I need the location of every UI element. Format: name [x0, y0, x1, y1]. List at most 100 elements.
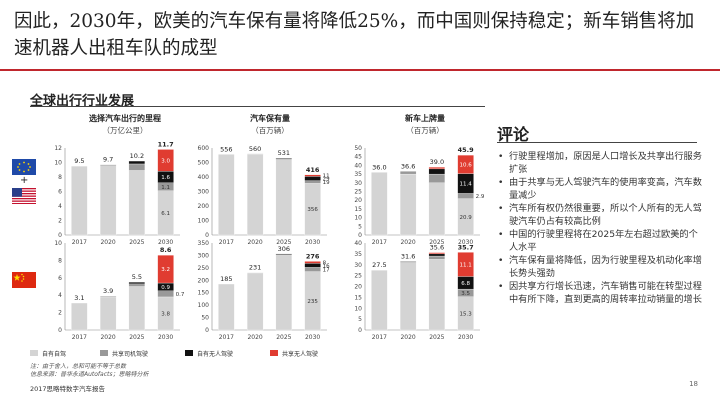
y-tick-label: 400: [198, 174, 210, 181]
section-title: 全球出行行业发展: [30, 94, 135, 109]
segment-label: 235: [307, 299, 318, 305]
y-tick-label: 4: [58, 292, 62, 299]
bar-segment: [71, 302, 88, 331]
segment-label: 3.5: [461, 291, 470, 297]
y-tick-label: 10: [354, 215, 362, 222]
bar-segment: [275, 255, 293, 331]
segment-label: 11.1: [460, 262, 472, 268]
bar-total-label: 416: [306, 166, 320, 174]
segment-label: 29: [323, 177, 330, 183]
y-tick-label: 200: [198, 203, 210, 210]
comment-item: 汽车保有量将降低，因为行驶里程及机动化率增长势头强劲: [497, 254, 702, 280]
y-tick-label: 6: [58, 275, 62, 282]
y-tick-label: 40: [354, 162, 362, 169]
bar-total-label: 276: [306, 252, 320, 260]
bar-segment: [157, 255, 174, 284]
x-tick-label: 2020: [247, 239, 262, 246]
bar-segment: [246, 272, 264, 331]
bar-segment: [428, 252, 446, 255]
bar-segment: [428, 255, 446, 260]
segment-label: 20.9: [460, 215, 473, 221]
bar-segment: [304, 180, 321, 184]
comment-item: 行驶里程增加，原因是人口增长及共享出行服务扩张: [497, 150, 702, 176]
y-tick-label: 6: [58, 189, 62, 196]
bar-segment: [218, 154, 235, 236]
bar-segment: [304, 263, 321, 268]
x-tick-label: 2025: [429, 239, 444, 246]
x-tick-label: 2025: [429, 334, 444, 341]
legend-label: 自有无人驾驶: [197, 350, 233, 358]
china-flag: [12, 272, 36, 288]
x-tick-label: 2020: [400, 334, 415, 341]
bar-total-label: 3.1: [74, 294, 84, 302]
y-tick-label: 600: [198, 145, 210, 152]
y-tick-label: 150: [198, 290, 210, 297]
comment-item: 因共享方行增长迅速，汽车销售可能在转型过程中有所下降，直到更高的周转率拉动销量的…: [497, 280, 702, 306]
bar-total-label: 45.9: [458, 146, 475, 154]
y-tick-label: 350: [198, 240, 210, 247]
legend-label: 自有自驾: [42, 350, 66, 358]
segment-label: 2.9: [476, 194, 485, 200]
bar-total-label: 531: [278, 149, 290, 157]
bar-segment: [275, 157, 293, 159]
y-tick-label: 50: [354, 145, 362, 152]
bar-segment: [399, 173, 417, 236]
y-tick-label: 15: [354, 294, 362, 301]
bar-segment: [128, 283, 146, 287]
x-tick-label: 2020: [100, 334, 115, 341]
y-tick-label: 50: [201, 315, 209, 322]
bar-segment: [99, 164, 117, 166]
y-tick-label: 500: [198, 160, 210, 167]
x-tick-label: 2020: [400, 239, 415, 246]
bar-total-label: 556: [220, 145, 232, 153]
bar-segment: [157, 290, 174, 298]
y-tick-label: 5: [358, 223, 362, 230]
x-tick-label: 2017: [72, 334, 87, 341]
x-tick-label: 2030: [305, 334, 320, 341]
y-tick-label: 30: [354, 262, 362, 269]
y-tick-label: 8: [58, 174, 62, 181]
y-tick-label: 20: [354, 284, 362, 291]
chart-title: 新车上牌量: [405, 113, 445, 123]
comment-divider: [497, 142, 697, 143]
page-title: 因此，2030年，欧美的汽车保有量将降低25%，而中国则保持稳定；新车销售将加速…: [14, 11, 695, 59]
bar-segment: [128, 160, 146, 165]
bar-total-label: 35.6: [430, 244, 444, 252]
y-tick-label: 30: [354, 180, 362, 187]
bar-segment: [399, 171, 417, 175]
bar-segment: [304, 261, 321, 264]
bar-segment: [99, 295, 117, 298]
x-tick-label: 2017: [72, 239, 87, 246]
eu-flag: [12, 159, 36, 175]
bar-segment: [371, 172, 388, 236]
segment-label: 0.9: [161, 285, 170, 291]
bar-total-label: 9.5: [74, 157, 84, 165]
bar-segment: [457, 154, 474, 174]
segment-label: 1.1: [161, 185, 170, 191]
x-tick-label: 2017: [372, 239, 387, 246]
bar-total-label: 11.7: [158, 140, 174, 148]
y-tick-label: 25: [354, 189, 362, 196]
bar-segment: [71, 165, 88, 236]
y-tick-label: 35: [354, 171, 362, 178]
bar-segment: [428, 166, 446, 170]
x-tick-label: 2030: [305, 239, 320, 246]
comment-item: 由于共享与无人驾驶汽车的使用率变高，汽车数量减少: [497, 176, 702, 202]
bar-segment: [218, 283, 235, 331]
x-tick-label: 2017: [219, 239, 234, 246]
bar-segment: [128, 163, 146, 171]
legend-label: 共享司机驾驶: [112, 350, 148, 358]
x-tick-label: 2030: [158, 334, 173, 341]
legend-label: 共享无人驾驶: [282, 350, 318, 358]
y-tick-label: 10: [54, 240, 62, 247]
y-tick-label: 0: [358, 232, 362, 239]
legend-swatch: [30, 350, 38, 356]
y-tick-label: 8: [58, 257, 62, 264]
segment-label: 11.4: [460, 181, 473, 187]
bar-total-label: 35.7: [458, 243, 474, 251]
y-tick-label: 0: [205, 327, 209, 334]
y-tick-label: 100: [198, 302, 210, 309]
bar-segment: [304, 267, 321, 272]
bar-segment: [428, 168, 446, 175]
